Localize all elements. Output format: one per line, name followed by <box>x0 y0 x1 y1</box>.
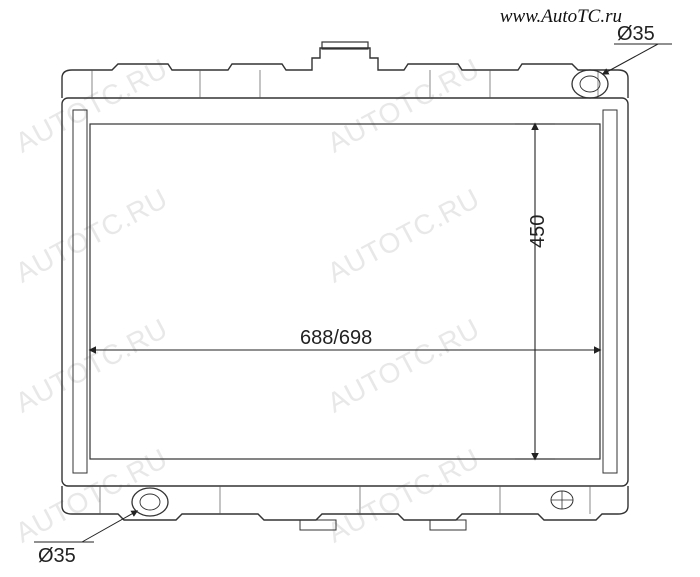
outlet-diameter-label: Ø35 <box>38 545 76 567</box>
outlet-diameter-leader <box>82 511 137 542</box>
source-url: www.AutoTC.ru <box>500 6 622 28</box>
bottom-tank <box>62 486 628 520</box>
inlet-diameter-label: Ø35 <box>617 23 655 45</box>
technical-drawing: 688/698 450 Ø35 Ø35 <box>0 0 700 577</box>
outlet-port <box>132 488 168 516</box>
width-dimension-label: 688/698 <box>300 327 372 349</box>
height-dimension-label: 450 <box>527 215 549 248</box>
radiator-core <box>90 124 600 459</box>
inlet-port <box>572 70 608 98</box>
top-tank <box>62 48 628 98</box>
side-plate-right <box>603 110 617 473</box>
inlet-diameter-leader <box>603 44 658 74</box>
diagram-stage: AUTOTC.RU AUTOTC.RU AUTOTC.RU AUTOTC.RU … <box>0 0 700 577</box>
side-plate-left <box>73 110 87 473</box>
radiator-outer <box>62 98 628 486</box>
